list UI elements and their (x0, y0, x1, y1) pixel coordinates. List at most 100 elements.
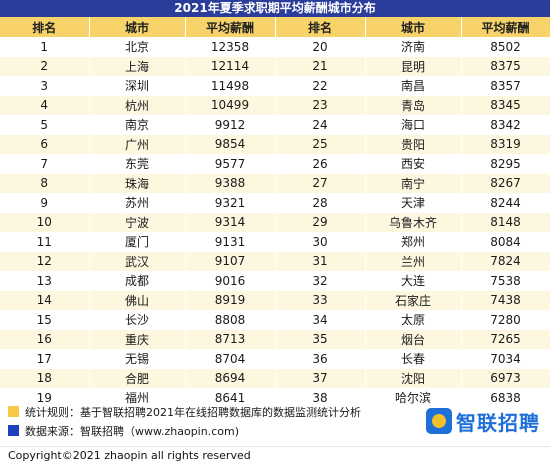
cell-city: 无锡 (89, 349, 186, 369)
cell-city: 太原 (365, 310, 462, 330)
cell-salary: 9912 (185, 115, 276, 135)
cell-city: 济南 (365, 37, 462, 57)
cell-city: 郑州 (365, 232, 462, 252)
cell-rank: 19 (0, 388, 90, 408)
cell-salary: 8694 (185, 368, 276, 388)
cell-city: 福州 (89, 388, 186, 408)
cell-salary: 6973 (461, 368, 550, 388)
cell-rank: 6 (0, 134, 90, 154)
cell-salary: 7824 (461, 251, 550, 271)
cell-rank: 10 (0, 212, 90, 232)
header-salary: 平均薪酬 (185, 17, 276, 37)
table-row: 16 重庆 8713 35 烟台 7265 (0, 329, 550, 349)
cell-salary: 8295 (461, 154, 550, 174)
table-row: 18 合肥 8694 37 沈阳 6973 (0, 368, 550, 388)
cell-salary: 9131 (185, 232, 276, 252)
header-rank: 排名 (275, 17, 366, 37)
cell-rank: 24 (274, 115, 366, 135)
cell-salary: 8319 (461, 134, 550, 154)
cell-rank: 28 (274, 193, 366, 213)
cell-rank: 26 (274, 154, 366, 174)
cell-rank: 30 (274, 232, 366, 252)
cell-rank: 13 (0, 271, 90, 291)
cell-salary: 7438 (461, 290, 550, 310)
cell-city: 东莞 (89, 154, 186, 174)
table-row: 1 北京 12358 20 济南 8502 (0, 37, 550, 57)
cell-city: 重庆 (89, 329, 186, 349)
cell-city: 天津 (365, 193, 462, 213)
cell-city: 昆明 (365, 56, 462, 76)
brand-logo-text: 智联招聘 (456, 410, 540, 435)
cell-rank: 1 (0, 37, 90, 57)
cell-city: 上海 (89, 56, 186, 76)
cell-city: 南宁 (365, 173, 462, 193)
cell-city: 厦门 (89, 232, 186, 252)
cell-city: 烟台 (365, 329, 462, 349)
table-row: 7 东莞 9577 26 西安 8295 (0, 154, 550, 174)
copyright: Copyright©2021 zhaopin all rights reserv… (0, 446, 550, 463)
cell-salary: 9854 (185, 134, 276, 154)
cell-city: 大连 (365, 271, 462, 291)
cell-rank: 21 (274, 56, 366, 76)
cell-city: 佛山 (89, 290, 186, 310)
cell-city: 贵阳 (365, 134, 462, 154)
header-salary: 平均薪酬 (461, 17, 550, 37)
cell-rank: 18 (0, 368, 90, 388)
table-row: 17 无锡 8704 36 长春 7034 (0, 349, 550, 369)
table-row: 19 福州 8641 38 哈尔滨 6838 (0, 388, 550, 408)
cell-salary: 11498 (185, 76, 276, 96)
cell-salary: 7538 (461, 271, 550, 291)
cell-city: 南京 (89, 115, 186, 135)
cell-rank: 12 (0, 251, 90, 271)
cell-rank: 16 (0, 329, 90, 349)
cell-rank: 35 (274, 329, 366, 349)
cell-salary: 9016 (185, 271, 276, 291)
cell-city: 宁波 (89, 212, 186, 232)
cell-city: 北京 (89, 37, 186, 57)
cell-rank: 34 (274, 310, 366, 330)
cell-salary: 8808 (185, 310, 276, 330)
cell-city: 武汉 (89, 251, 186, 271)
header-city: 城市 (365, 17, 462, 37)
cell-salary: 8502 (461, 37, 550, 57)
cell-rank: 25 (274, 134, 366, 154)
cell-salary: 8244 (461, 193, 550, 213)
cell-city: 成都 (89, 271, 186, 291)
note-method: 统计规则：基于智联招聘2021年在线招聘数据库的数据监测统计分析 (8, 404, 361, 422)
cell-city: 苏州 (89, 193, 186, 213)
table-body: 1 北京 12358 20 济南 8502 2 上海 12114 21 昆明 8375 3 深圳 11498… (0, 37, 550, 408)
cell-salary: 12358 (185, 37, 276, 57)
cell-rank: 27 (274, 173, 366, 193)
cell-city: 深圳 (89, 76, 186, 96)
zhaopin-logo-icon (426, 408, 452, 434)
note-source: 数据来源：智联招聘（www.zhaopin.com) (8, 423, 239, 441)
cell-city: 合肥 (89, 368, 186, 388)
footer: 统计规则：基于智联招聘2021年在线招聘数据库的数据监测统计分析 数据来源：智联… (0, 404, 550, 463)
cell-rank: 17 (0, 349, 90, 369)
cell-rank: 32 (274, 271, 366, 291)
cell-rank: 20 (274, 37, 366, 57)
cell-rank: 31 (274, 251, 366, 271)
cell-rank: 7 (0, 154, 90, 174)
table-row: 4 杭州 10499 23 青岛 8345 (0, 95, 550, 115)
cell-city: 兰州 (365, 251, 462, 271)
cell-salary: 9577 (185, 154, 276, 174)
salary-ranking-table: 排名 城市 平均薪酬 排名 城市 平均薪酬 1 北京 12358 20 济南 8502 2 上… (0, 17, 550, 408)
cell-rank: 38 (274, 388, 366, 408)
cell-rank: 5 (0, 115, 90, 135)
table-row: 10 宁波 9314 29 乌鲁木齐 8148 (0, 212, 550, 232)
cell-rank: 15 (0, 310, 90, 330)
cell-salary: 9321 (185, 193, 276, 213)
cell-city: 哈尔滨 (365, 388, 462, 408)
table-row: 8 珠海 9388 27 南宁 8267 (0, 173, 550, 193)
cell-salary: 8919 (185, 290, 276, 310)
cell-rank: 14 (0, 290, 90, 310)
cell-city: 乌鲁木齐 (365, 212, 462, 232)
cell-rank: 29 (274, 212, 366, 232)
cell-salary: 7034 (461, 349, 550, 369)
table-row: 13 成都 9016 32 大连 7538 (0, 271, 550, 291)
cell-city: 长春 (365, 349, 462, 369)
cell-city: 沈阳 (365, 368, 462, 388)
cell-salary: 8357 (461, 76, 550, 96)
